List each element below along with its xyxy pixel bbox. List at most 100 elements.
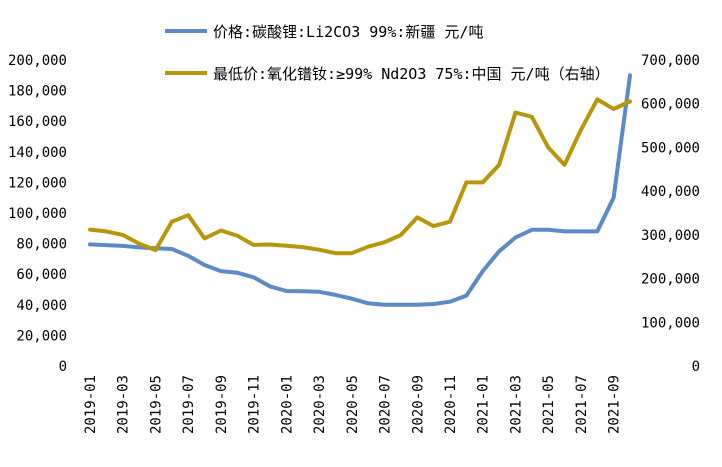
data-point [186,254,190,258]
data-point [546,145,550,150]
right-tick-label: 200,000 [641,272,700,288]
x-tick-label: 2019-11 [247,375,263,434]
x-tick-label: 2021-05 [541,375,557,434]
data-point [137,245,141,250]
data-point [350,297,354,301]
x-axis-ticks: 2019-01 2019-03 2019-05 2019-07 2019-09 2019-… [83,375,623,434]
left-tick-label: 140,000 [8,145,67,161]
data-point [546,228,550,232]
data-point [252,243,256,247]
x-tick-label: 2021-01 [476,375,492,434]
right-tick-label: 600,000 [641,97,700,113]
data-point [612,196,616,200]
data-point [88,228,92,232]
data-point [595,97,599,101]
x-tick-label: 2019-03 [116,375,132,434]
data-point [399,233,403,237]
x-tick-label: 2019-01 [83,375,99,434]
data-point [530,228,534,232]
data-point [284,244,288,248]
legend-label-lithium: 价格:碳酸锂:Li2CO3 99%:新疆 元/吨 [213,23,483,41]
data-point [104,243,108,247]
data-point [219,269,223,273]
left-tick-label: 20,000 [16,328,67,344]
x-tick-label: 2021-07 [574,375,590,434]
data-point [252,275,256,279]
data-point [317,248,321,252]
data-point [481,180,485,184]
legend-label-ndpr: 最低价:氧化镨钕:≥99% Nd2O3 75%:中国 元/吨（右轴） [213,65,610,83]
data-point [432,224,436,228]
data-point [219,228,223,233]
x-tick-label: 2020-07 [378,375,394,434]
right-tick-label: 100,000 [641,315,700,331]
data-point [121,233,125,237]
data-point [562,229,567,233]
x-tick-label: 2020-05 [345,375,361,434]
data-point [333,251,338,255]
left-tick-label: 160,000 [8,114,67,130]
data-point [235,234,239,238]
data-point [497,163,501,167]
data-point [612,107,616,111]
data-point [153,248,158,252]
left-tick-label: 200,000 [8,53,67,69]
data-point [382,240,387,244]
x-tick-label: 2021-03 [508,375,524,434]
data-point [562,163,567,167]
series-line-0 [88,73,632,307]
data-point [137,242,141,246]
data-point [399,303,403,307]
left-tick-label: 180,000 [8,84,67,100]
data-point [301,289,305,293]
x-tick-label: 2020-03 [312,375,328,434]
data-point [88,242,92,246]
left-tick-label: 80,000 [16,237,67,253]
left-tick-label: 40,000 [16,298,67,314]
data-point [415,303,419,307]
data-point [628,99,632,104]
right-tick-label: 400,000 [641,184,700,200]
x-tick-label: 2020-11 [443,375,459,434]
x-tick-label: 2019-09 [214,375,230,434]
data-point [497,249,501,253]
data-point [284,289,288,293]
right-tick-label: 700,000 [641,53,700,69]
data-point [104,229,108,233]
left-tick-label: 60,000 [16,267,67,283]
data-point [513,110,518,115]
data-point [579,229,583,233]
x-tick-label: 2019-07 [181,375,197,434]
series-line-1 [88,97,632,256]
data-point [366,301,370,305]
data-point [268,284,272,289]
data-point [333,293,338,297]
data-point [530,115,534,119]
data-point [121,244,125,248]
data-point [595,229,599,233]
data-point [579,128,583,132]
x-tick-label: 2021-09 [607,375,623,434]
x-tick-label: 2019-05 [148,375,164,434]
data-point [186,213,190,217]
legend: 价格:碳酸锂:Li2CO3 99%:新疆 元/吨 最低价:氧化镨钕:≥99% N… [165,23,610,83]
data-point [481,269,485,273]
data-point [628,73,632,77]
data-point [170,220,174,224]
x-tick-label: 2020-01 [279,375,295,434]
data-point [382,303,387,307]
left-axis-ticks: 0 20,000 40,000 60,000 80,000 100,000 120,000 1… [8,53,67,375]
data-point [317,290,321,294]
data-point [366,245,370,249]
data-point [432,302,436,306]
data-point [268,242,272,247]
data-point [513,235,518,240]
data-point [235,271,239,275]
left-tick-label: 0 [59,359,67,375]
data-point [350,251,354,255]
data-point [170,247,174,251]
data-point [415,215,419,219]
x-tick-label: 2020-09 [410,375,426,434]
data-point [464,294,468,298]
